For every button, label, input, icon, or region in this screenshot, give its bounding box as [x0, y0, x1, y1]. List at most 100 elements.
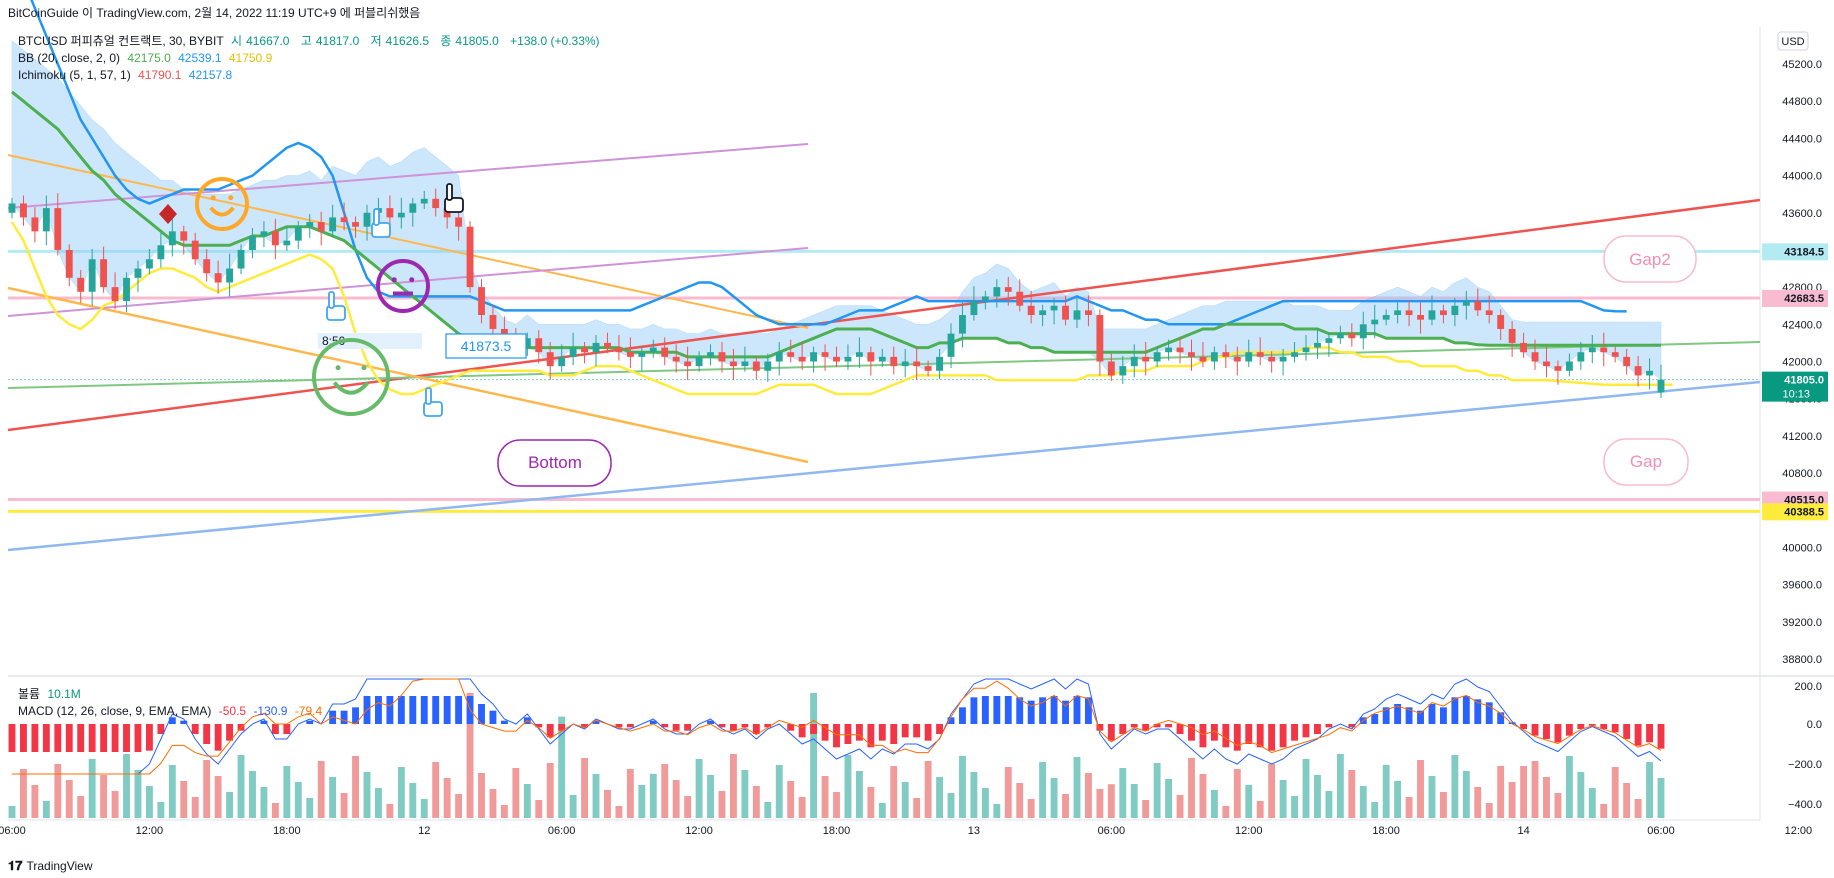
candle-body	[752, 361, 760, 371]
macd-bar	[432, 696, 440, 724]
volume-value: 10.1M	[47, 687, 81, 701]
macd-bar	[1508, 722, 1516, 724]
low-value: 41626.5	[385, 34, 430, 48]
candle-body	[432, 198, 440, 209]
candle-body	[145, 259, 153, 269]
candle-body	[1199, 356, 1207, 362]
candle-body	[1611, 352, 1619, 357]
volume-bar	[558, 716, 566, 818]
candle-body	[1543, 361, 1550, 367]
bb-upper-value: 42539.1	[178, 51, 222, 65]
candle-body	[844, 356, 852, 362]
candle-body	[317, 222, 325, 232]
ichimoku-a-value: 41790.1	[138, 68, 182, 82]
y-tick-label: 45200.0	[1782, 59, 1822, 71]
candle-body	[913, 361, 921, 367]
volume-bar	[180, 781, 188, 818]
y-tick-label: 40000.0	[1782, 542, 1822, 554]
signal-line	[12, 678, 1662, 775]
gap-callout	[1603, 438, 1689, 486]
macd-bar	[20, 724, 27, 752]
volume-bar	[397, 767, 405, 818]
bottom-callout	[497, 439, 612, 487]
volume-bar	[1153, 763, 1161, 818]
macd-bar	[88, 724, 96, 752]
green-trendline	[7, 341, 1761, 389]
candle-body	[947, 333, 955, 357]
macd-bar	[397, 696, 405, 724]
volume-bar	[512, 768, 520, 818]
volume-bar	[1073, 757, 1081, 818]
high-label: 고	[300, 34, 312, 48]
green-smile-icon	[312, 338, 390, 416]
candle-body	[924, 366, 932, 371]
macd-bar	[1027, 700, 1035, 724]
candle-body	[787, 352, 795, 357]
volume-bar	[1554, 793, 1562, 818]
currency-badge	[1777, 31, 1809, 51]
macd-bar	[226, 724, 234, 741]
publish-header: BitCoinGuide 이 TradingView.com, 2월 14, 2…	[0, 0, 1834, 26]
x-tick-label: 18:00	[823, 825, 851, 837]
volume-bar	[1062, 794, 1069, 818]
volume-bar	[890, 766, 898, 818]
volume-bar	[1520, 766, 1528, 818]
macd-bar	[1394, 704, 1402, 724]
candle-body	[1634, 366, 1642, 376]
candle-body	[1382, 315, 1390, 320]
volume-bar	[1027, 799, 1035, 818]
candle-body	[810, 352, 818, 362]
candle-body	[1531, 352, 1539, 362]
candle-body	[718, 352, 726, 362]
macd-bar	[409, 696, 417, 724]
volume-bar	[65, 780, 73, 818]
volume-bar	[1577, 772, 1585, 818]
bb-label: BB (20, close, 2, 0)	[18, 51, 121, 65]
macd-bar	[191, 724, 199, 734]
candle-body	[1646, 370, 1653, 376]
change-value: +138.0 (+0.33%)	[510, 34, 600, 48]
candle-body	[1474, 301, 1482, 311]
orange-trendline-upper	[7, 154, 809, 329]
macd-bar	[535, 724, 543, 728]
volume-bar	[810, 693, 818, 818]
candle-body	[1565, 361, 1573, 371]
y-tick-label: 41200.0	[1782, 431, 1822, 443]
volume-bar	[936, 777, 943, 818]
macd-bar	[1107, 724, 1115, 741]
volume-bar	[1600, 804, 1608, 818]
candle-body	[1153, 352, 1161, 362]
macd-bar	[810, 724, 818, 734]
candle-body	[1520, 342, 1528, 353]
candle-body	[1279, 356, 1287, 362]
candle-body	[775, 352, 783, 362]
candle-body	[260, 231, 268, 236]
volume-bar	[1474, 787, 1482, 818]
macd-bar	[1199, 724, 1207, 748]
macd-bar	[901, 724, 909, 738]
macd-bar	[1588, 724, 1596, 726]
candle-body	[523, 338, 531, 348]
volume-bar	[111, 791, 119, 818]
price-label: 43184.5	[1784, 246, 1824, 258]
candle-body	[1417, 315, 1424, 320]
volume-bar	[947, 793, 955, 818]
volume-bar	[684, 796, 692, 818]
macd-bar	[924, 724, 932, 741]
candle-body	[88, 259, 96, 292]
high-value: 41817.0	[315, 34, 360, 48]
candle-body	[1268, 356, 1276, 362]
countdown-label: 10:13	[1782, 389, 1810, 401]
macd-legend: MACD (12, 26, close, 9, EMA, EMA) -50.5 …	[18, 703, 326, 719]
candle-body	[1657, 379, 1665, 393]
close-value: 41805.0	[455, 34, 499, 48]
y-tick-label: 40800.0	[1782, 468, 1822, 480]
candle-body	[1348, 333, 1356, 339]
macd-bar	[340, 710, 348, 724]
candle-body	[1245, 352, 1253, 362]
candle-body	[271, 231, 279, 246]
candle-body	[741, 361, 749, 367]
price-note-label: 41873.5	[461, 338, 512, 354]
y-tick-label: 38800.0	[1782, 654, 1822, 666]
